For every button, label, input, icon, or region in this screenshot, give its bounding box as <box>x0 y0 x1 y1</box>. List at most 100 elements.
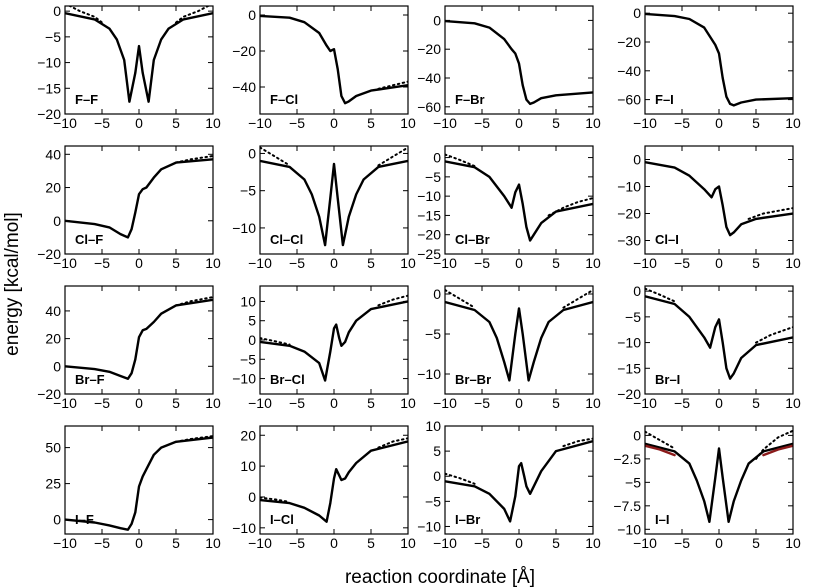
series-line-solid <box>260 440 408 523</box>
y-tick-label: −40 <box>417 70 441 86</box>
x-tick-label: 0 <box>330 535 338 551</box>
x-tick-label: −10 <box>248 255 272 271</box>
y-tick-label: −5 <box>625 309 641 325</box>
y-tick-label: 0 <box>633 283 641 299</box>
y-tick-label: −5 <box>240 183 256 199</box>
y-tick-label: 0 <box>433 286 441 302</box>
y-tick-label: −7.5 <box>613 498 641 514</box>
series-line-dotted <box>175 296 213 307</box>
x-tick-label: 0 <box>715 255 723 271</box>
panel-label: Cl–I <box>655 232 679 247</box>
y-axis-title: energy [kcal/mol] <box>2 212 23 356</box>
x-tick-label: −5 <box>474 535 490 551</box>
y-tick-label: 10 <box>240 293 256 309</box>
panel-f-f: −10 −5 0 5 10 −20 −15 −10 −5 0 F–F <box>37 3 221 131</box>
panel-label: Br–Br <box>455 372 491 387</box>
x-tick-label: 0 <box>715 395 723 411</box>
x-tick-label: 10 <box>585 395 601 411</box>
panel-br-i: −10 −5 0 5 10 −20 −15 −10 −5 0 Br–I <box>617 283 801 411</box>
series-line-dotted <box>260 337 291 346</box>
y-tick-label: −60 <box>617 92 641 108</box>
y-tick-label: −5 <box>45 29 61 45</box>
series-line-dotted <box>562 437 593 448</box>
panel-label: F–Cl <box>270 92 298 107</box>
x-tick-label: −5 <box>94 395 110 411</box>
x-tick-label: 5 <box>367 115 375 131</box>
panel-label: Br–I <box>655 372 680 387</box>
y-tick-label: −5 <box>625 474 641 490</box>
panel-f-i: −10 −5 0 5 10 −60 −40 −20 0 F–I <box>617 5 801 131</box>
panel-label: Cl–Br <box>455 232 490 247</box>
y-tick-label: −10 <box>417 188 441 204</box>
y-tick-label: −15 <box>37 80 61 96</box>
x-tick-label: −10 <box>53 115 77 131</box>
panel-label: Cl–Cl <box>270 232 303 247</box>
y-tick-label: −20 <box>617 386 641 402</box>
y-tick-label: −40 <box>232 79 256 95</box>
x-tick-label: −10 <box>633 255 657 271</box>
y-tick-label: −30 <box>617 233 641 249</box>
y-tick-label: −2.5 <box>613 451 641 467</box>
series-line-dotted <box>260 146 291 167</box>
panel-label: I–I <box>655 512 669 527</box>
panel-label: F–F <box>75 92 98 107</box>
series-line-dotted <box>175 155 213 164</box>
x-tick-label: 0 <box>515 535 523 551</box>
y-tick-label: −20 <box>232 43 256 59</box>
y-tick-label: −10 <box>232 220 256 236</box>
series-line-solid <box>645 295 793 380</box>
series-line-dotted <box>445 472 476 485</box>
y-tick-label: −60 <box>417 99 441 115</box>
series-line-dotted <box>377 437 408 449</box>
panel-i-cl: −10 −5 0 5 10 −10 0 10 20 I–Cl <box>232 425 416 551</box>
panel-cl-f: −10 −5 0 5 10 −20 0 20 40 Cl–F <box>37 145 221 271</box>
series-line-dotted <box>377 146 408 167</box>
y-tick-label: 0 <box>433 12 441 28</box>
x-tick-label: 10 <box>400 115 416 131</box>
x-tick-label: −5 <box>94 255 110 271</box>
y-tick-label: −10 <box>417 518 441 534</box>
series-line-dotted <box>645 430 676 450</box>
panel-i-i: −10 −5 0 5 10 −10 −7.5 −5 −2.5 0 I–I <box>613 425 801 551</box>
y-tick-label: −40 <box>617 63 641 79</box>
series-line-dotted <box>755 429 793 460</box>
y-tick-label: −10 <box>617 521 641 537</box>
series-line-solid <box>65 436 213 531</box>
series-line-dotted <box>377 294 408 307</box>
series-line-dotted <box>175 435 213 443</box>
x-tick-label: 5 <box>752 535 760 551</box>
x-tick-label: −10 <box>433 115 457 131</box>
series-line-solid <box>645 444 676 457</box>
panel-i-br: −10 −5 0 5 10 −10 −5 0 5 10 I–Br <box>417 418 601 551</box>
y-tick-label: 0 <box>633 152 641 168</box>
series-line-dotted <box>260 496 291 503</box>
x-tick-label: −10 <box>633 535 657 551</box>
x-tick-label: 5 <box>172 535 180 551</box>
series-line-solid <box>645 442 793 523</box>
series-line-dotted <box>645 287 676 303</box>
panel-label: I–Cl <box>270 512 294 527</box>
x-tick-label: 10 <box>205 255 221 271</box>
y-tick-label: 0 <box>633 5 641 21</box>
series-line-solid <box>445 439 593 523</box>
y-tick-label: 25 <box>45 476 61 492</box>
y-tick-label: −5 <box>425 169 441 185</box>
x-tick-label: −10 <box>433 535 457 551</box>
y-tick-label: −20 <box>417 227 441 243</box>
y-tick-label: −20 <box>617 206 641 222</box>
panel-label: F–I <box>655 92 674 107</box>
x-tick-label: −5 <box>289 255 305 271</box>
y-tick-label: 50 <box>45 440 61 456</box>
x-tick-label: 10 <box>400 395 416 411</box>
y-tick-label: 20 <box>240 427 256 443</box>
panel-br-br: −10 −5 0 5 10 −10 −5 0 Br–Br <box>417 285 601 411</box>
x-tick-label: −10 <box>433 255 457 271</box>
x-tick-label: −10 <box>53 535 77 551</box>
x-tick-label: −5 <box>289 115 305 131</box>
y-tick-label: 5 <box>433 443 441 459</box>
y-tick-label: −5 <box>425 493 441 509</box>
series-line-dotted <box>67 6 103 24</box>
y-tick-label: −20 <box>37 386 61 402</box>
y-tick-label: 40 <box>45 146 61 162</box>
